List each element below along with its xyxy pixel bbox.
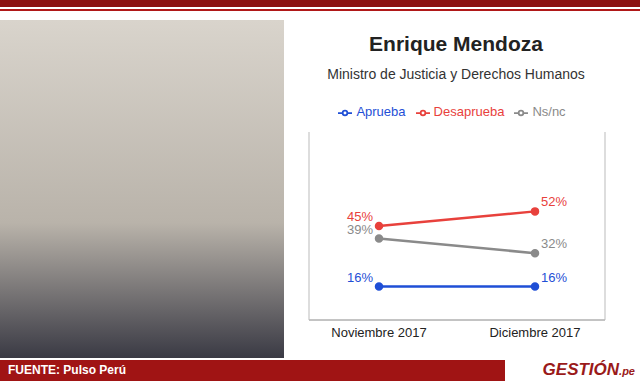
svg-text:32%: 32% xyxy=(541,236,567,251)
svg-text:16%: 16% xyxy=(541,270,567,285)
html-text:Ministro de Justicia y Derecho: Ministro de Justicia y Derechos Humanos xyxy=(327,66,585,82)
html-text:Aprueba: Aprueba xyxy=(356,104,406,119)
svg-text:52%: 52% xyxy=(541,194,567,209)
html-text:Desaprueba: Desaprueba xyxy=(433,104,505,119)
svg-text:45%: 45% xyxy=(347,209,373,224)
html-text:GESTIÓN.pe: GESTIÓN.pe xyxy=(542,360,635,379)
svg-text:16%: 16% xyxy=(347,270,373,285)
html-text:FUENTE: Pulso Perú: FUENTE: Pulso Perú xyxy=(8,363,126,377)
svg-text:Noviembre 2017: Noviembre 2017 xyxy=(331,325,426,340)
svg-text:Diciembre 2017: Diciembre 2017 xyxy=(489,325,580,340)
html-text:Enrique Mendoza: Enrique Mendoza xyxy=(369,32,543,55)
html-text:Ns/nc: Ns/nc xyxy=(532,104,566,119)
svg-text:39%: 39% xyxy=(347,222,373,237)
